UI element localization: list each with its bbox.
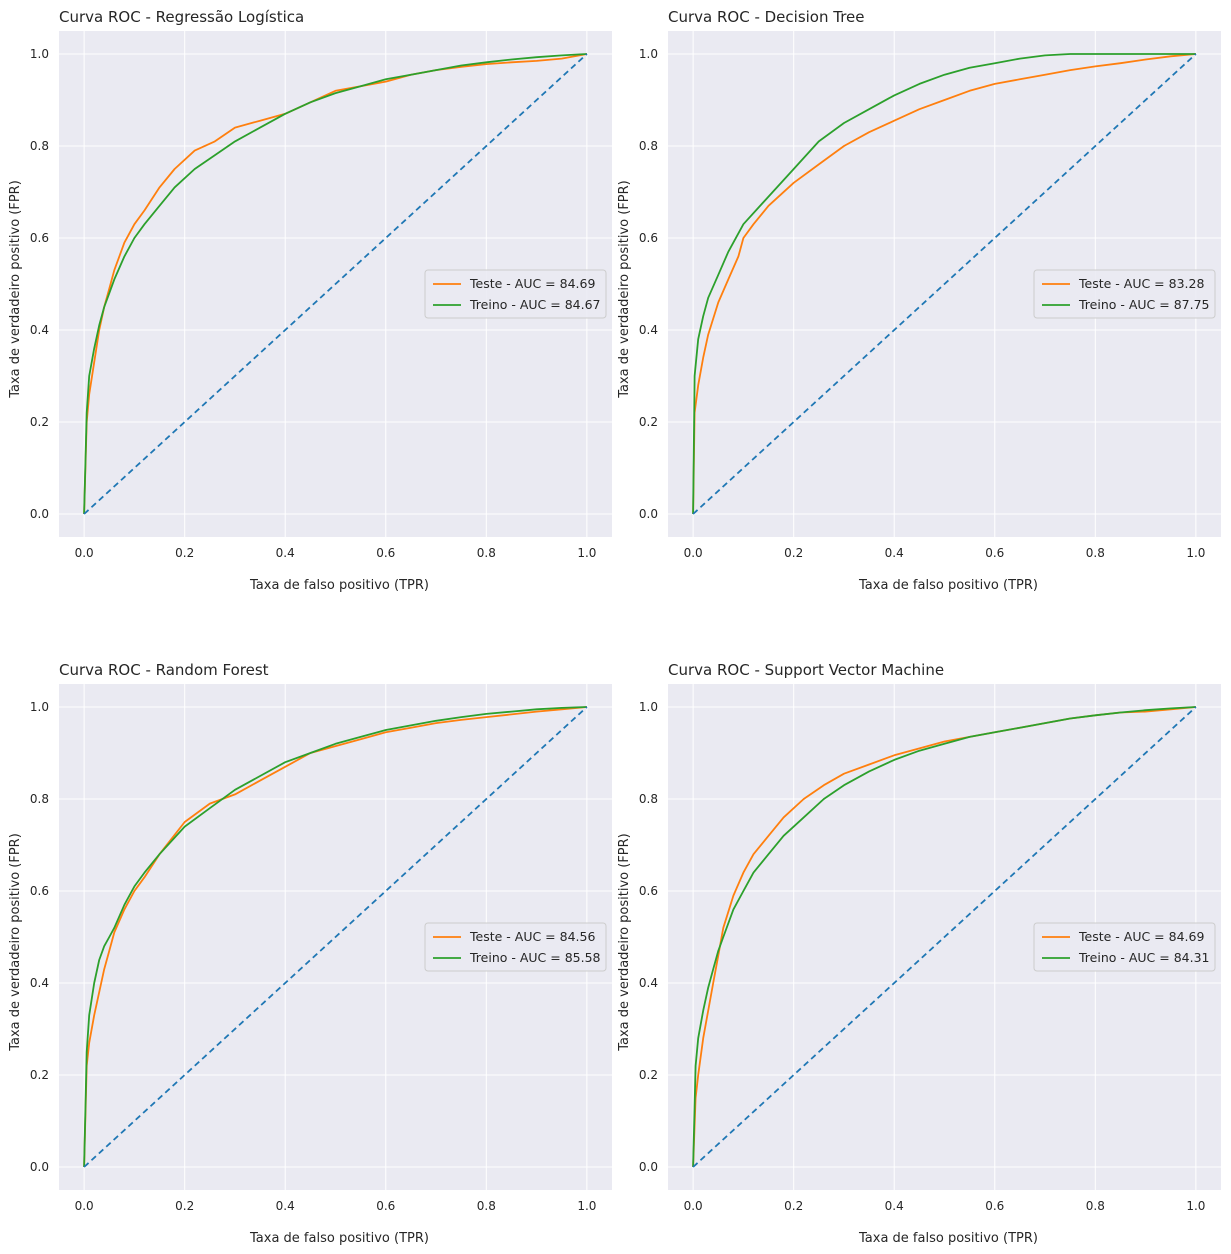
y-tick-label: 0.8 [30,792,49,806]
y-tick-label: 1.0 [639,700,658,714]
y-tick-label: 0.0 [639,1160,658,1174]
legend-entry-train: Treino - AUC = 84.31 [1078,950,1210,965]
x-tick-label: 1.0 [577,1199,596,1213]
train-roc-line [83,53,587,515]
x-tick-label: 0.6 [985,546,1004,560]
x-tick-label: 0.0 [75,546,94,560]
baseline-roc-line [83,706,588,1168]
y-tick-label: 1.0 [30,47,49,61]
x-tick-label: 1.0 [1186,546,1205,560]
y-tick-label: 1.0 [639,47,658,61]
y-tick-label: 0.6 [639,884,658,898]
legend-entry-test: Teste - AUC = 84.69 [1078,929,1204,944]
y-tick-label: 0.2 [639,1068,658,1082]
x-tick-label: 0.8 [477,546,496,560]
x-tick-label: 0.6 [985,1199,1004,1213]
x-tick-label: 0.2 [175,546,194,560]
x-axis-label: Taxa de falso positivo (TPR) [249,1231,429,1246]
x-tick-label: 0.4 [276,546,295,560]
x-tick-label: 0.4 [276,1199,295,1213]
roc-chart-4: 0.0 0.2 0.4 0.6 0.8 1.0 0.0 0.2 0.4 0.6 0.8 1.0 Curv… [617,661,1221,1246]
y-axis-label: Taxa de verdadeiro positivo (FPR) [8,180,23,399]
y-tick-label: 0.0 [639,507,658,521]
y-axis-label: Taxa de verdadeiro positivo (FPR) [617,833,632,1052]
x-tick-label: 1.0 [1186,1199,1205,1213]
chart-title: Curva ROC - Support Vector Machine [668,661,944,679]
legend-entry-train: Treino - AUC = 85.58 [469,950,601,965]
y-tick-label: 0.6 [30,884,49,898]
y-tick-label: 0.6 [30,231,49,245]
roc-chart-2: 0.0 0.2 0.4 0.6 0.8 1.0 0.0 0.2 0.4 0.6 0.8 1.0 Curv… [617,8,1221,593]
y-axis-label: Taxa de verdadeiro positivo (FPR) [8,833,23,1052]
y-tick-label: 0.0 [30,507,49,521]
roc-chart-1: 0.0 0.2 0.4 0.6 0.8 1.0 0.0 0.2 0.4 0.6 0.8 1.0 Curv… [8,8,612,593]
chart-title: Curva ROC - Random Forest [59,661,269,679]
x-tick-label: 0.2 [784,546,803,560]
roc-chart-3: 0.0 0.2 0.4 0.6 0.8 1.0 0.0 0.2 0.4 0.6 0.8 1.0 Curv… [8,661,612,1246]
y-tick-label: 0.4 [639,976,658,990]
baseline-roc-line [692,706,1197,1168]
legend-box [424,269,607,319]
x-tick-label: 0.8 [477,1199,496,1213]
chart-title: Curva ROC - Regressão Logística [59,8,304,26]
baseline-roc-line [692,53,1197,515]
legend-box [424,922,607,972]
y-tick-label: 0.4 [639,323,658,337]
legend-entry-train: Treino - AUC = 87.75 [1078,297,1210,312]
x-tick-label: 0.4 [885,1199,904,1213]
x-tick-label: 0.0 [75,1199,94,1213]
y-axis-label: Taxa de verdadeiro positivo (FPR) [617,180,632,399]
legend-box [1033,269,1216,319]
x-axis-label: Taxa de falso positivo (TPR) [858,1231,1038,1246]
x-tick-label: 1.0 [577,546,596,560]
train-roc-line [83,706,587,1168]
chart-title: Curva ROC - Decision Tree [668,8,865,26]
legend: Teste - AUC = 83.28 Treino - AUC = 87.75 [1033,269,1216,319]
x-tick-label: 0.8 [1086,546,1105,560]
x-tick-label: 0.6 [376,546,395,560]
train-roc-line [692,53,1196,515]
x-tick-label: 0.4 [885,546,904,560]
x-axis-label: Taxa de falso positivo (TPR) [858,578,1038,593]
y-tick-label: 0.8 [30,139,49,153]
legend-entry-test: Teste - AUC = 84.56 [469,929,595,944]
legend: Teste - AUC = 84.69 Treino - AUC = 84.67 [424,269,607,319]
x-tick-label: 0.6 [376,1199,395,1213]
train-roc-line [692,706,1196,1168]
y-tick-label: 1.0 [30,700,49,714]
y-tick-label: 0.8 [639,792,658,806]
y-tick-label: 0.8 [639,139,658,153]
y-tick-label: 0.2 [639,415,658,429]
test-roc-line [692,53,1196,515]
legend-entry-test: Teste - AUC = 83.28 [1078,276,1204,291]
y-tick-label: 0.4 [30,323,49,337]
y-tick-label: 0.4 [30,976,49,990]
legend-entry-test: Teste - AUC = 84.69 [469,276,595,291]
legend: Teste - AUC = 84.69 Treino - AUC = 84.31 [1033,922,1216,972]
x-tick-label: 0.8 [1086,1199,1105,1213]
x-tick-label: 0.2 [784,1199,803,1213]
x-tick-label: 0.0 [684,546,703,560]
test-roc-line [83,706,587,1168]
legend-entry-train: Treino - AUC = 84.67 [469,297,601,312]
legend-box [1033,922,1216,972]
x-axis-label: Taxa de falso positivo (TPR) [249,578,429,593]
x-tick-label: 0.2 [175,1199,194,1213]
y-tick-label: 0.6 [639,231,658,245]
y-tick-label: 0.2 [30,1068,49,1082]
x-tick-label: 0.0 [684,1199,703,1213]
baseline-roc-line [83,53,588,515]
y-tick-label: 0.0 [30,1160,49,1174]
y-tick-label: 0.2 [30,415,49,429]
legend: Teste - AUC = 84.56 Treino - AUC = 85.58 [424,922,607,972]
